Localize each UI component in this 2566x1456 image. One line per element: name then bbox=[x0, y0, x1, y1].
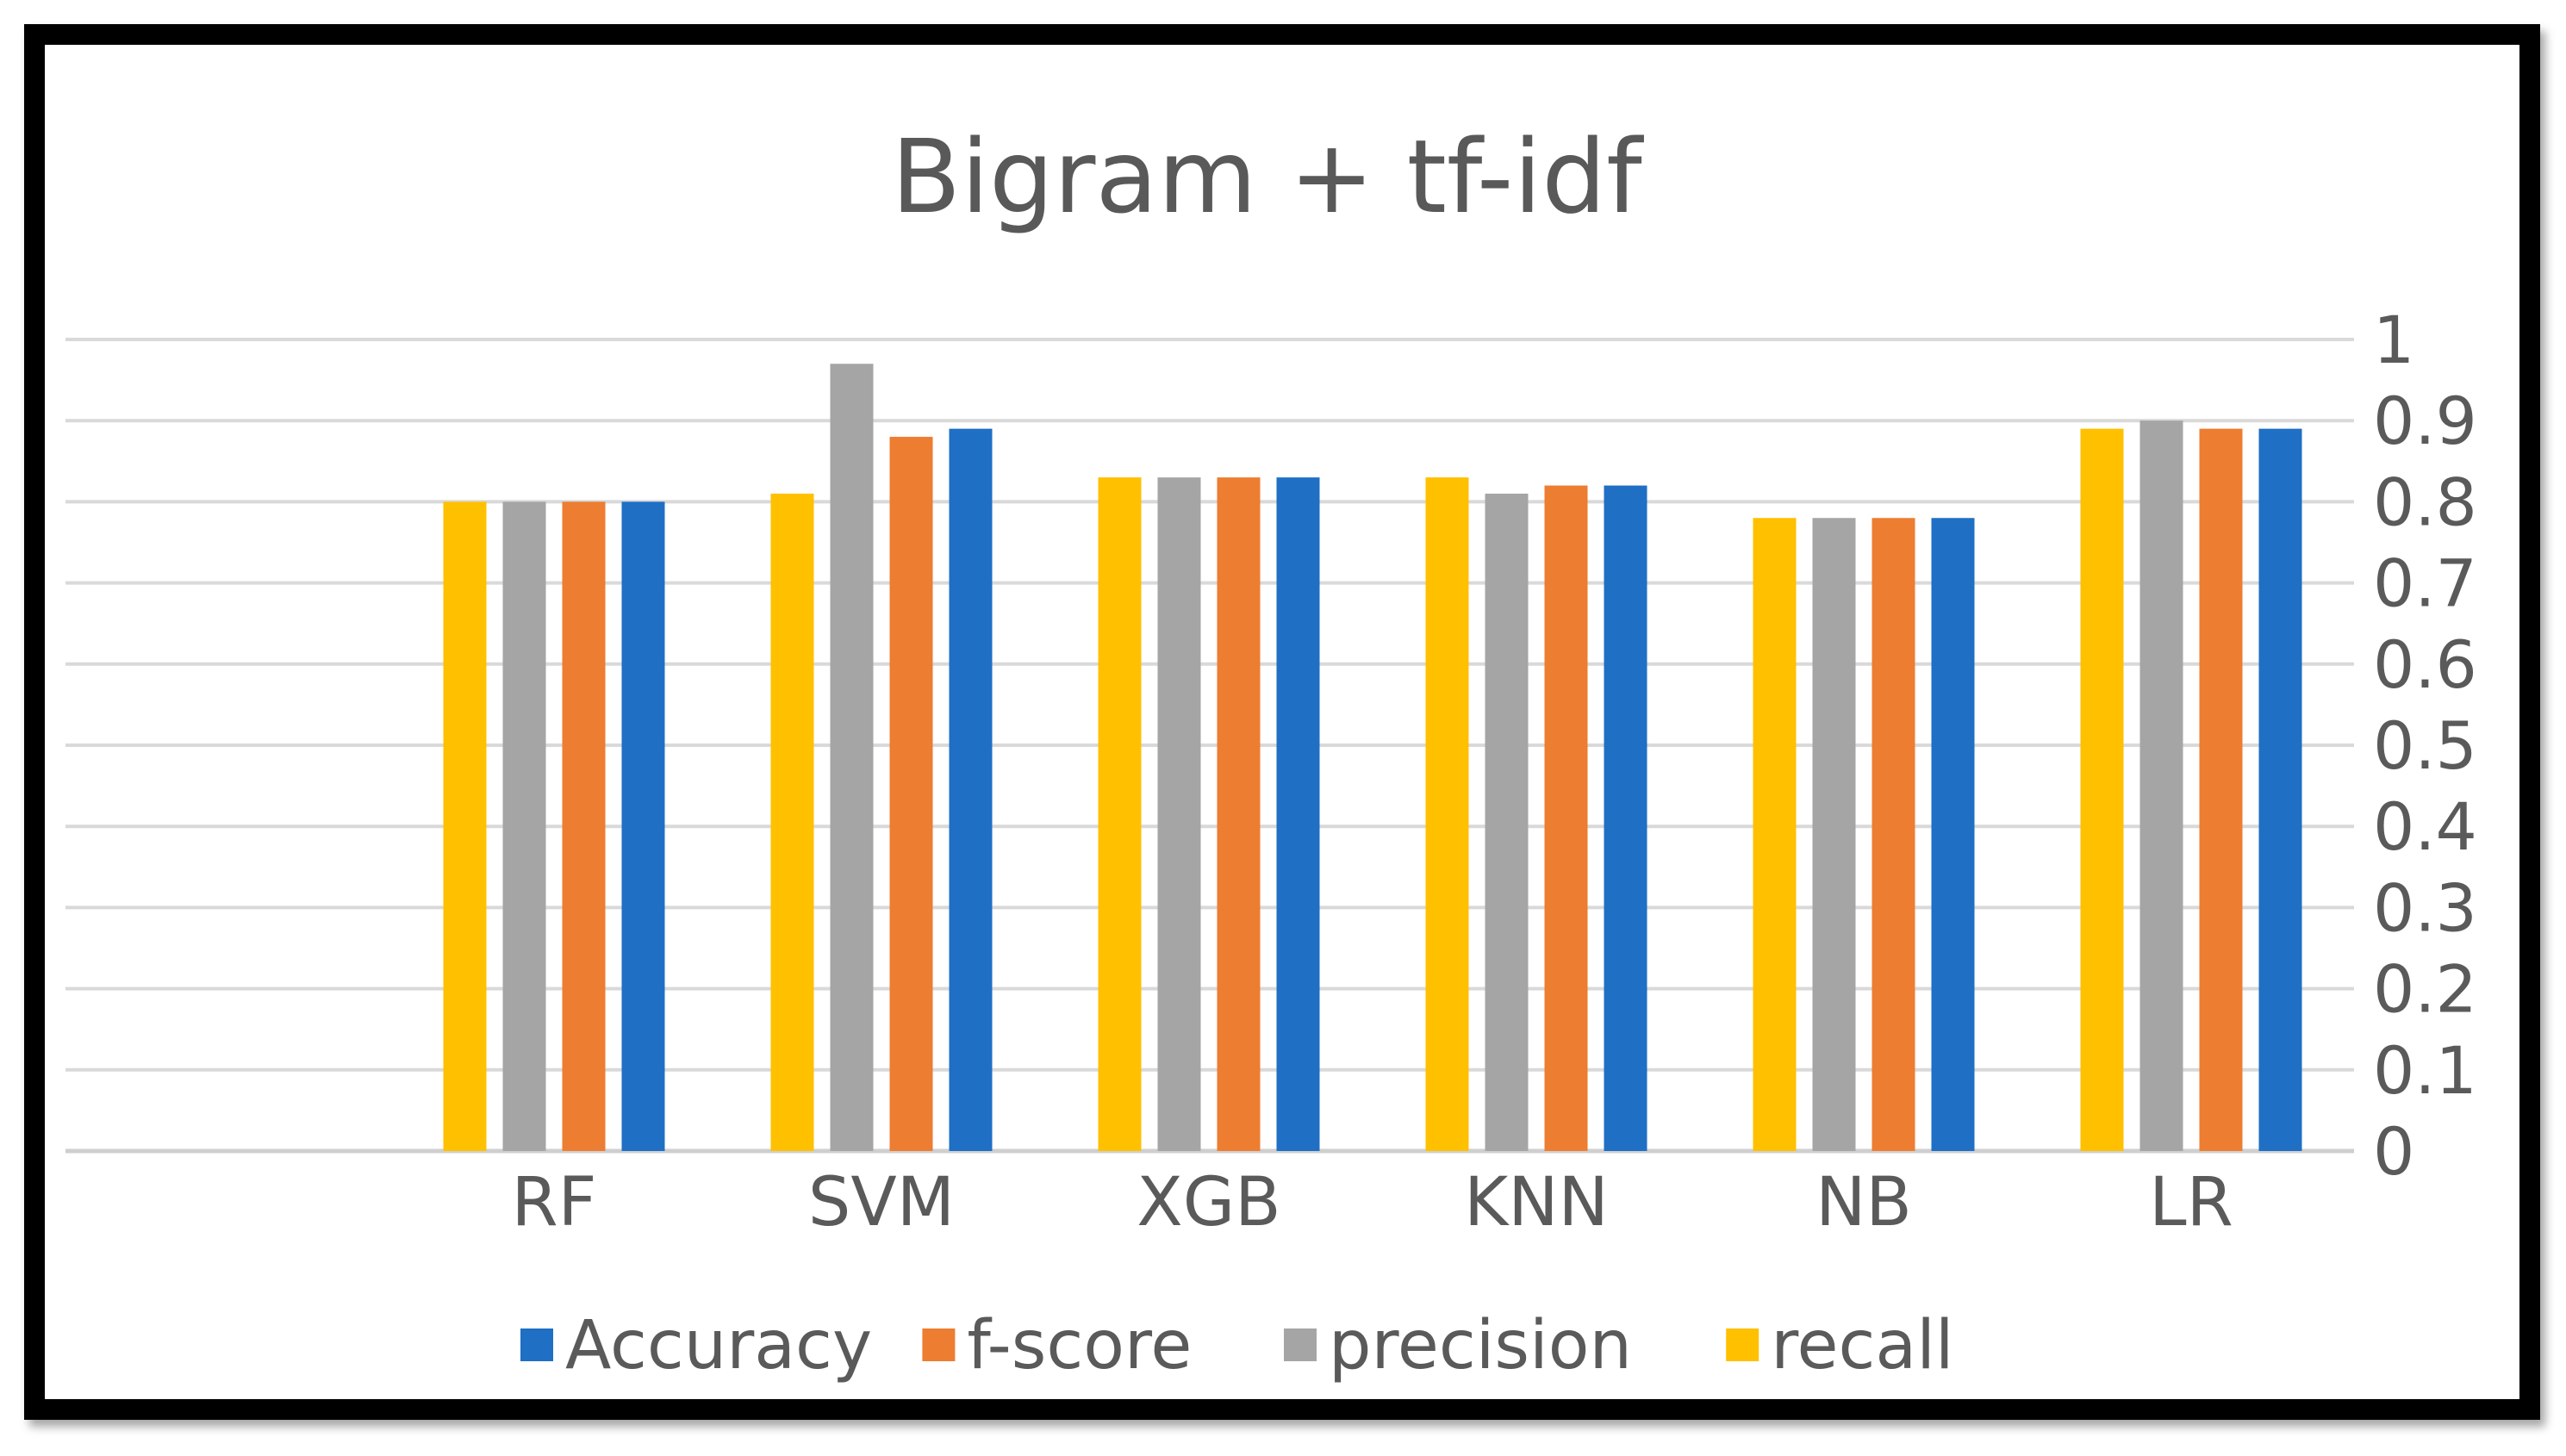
legend-item-precision: precision bbox=[1284, 1307, 1632, 1384]
legend-label: Accuracy bbox=[565, 1307, 872, 1384]
y-tick-label: 0.9 bbox=[2373, 383, 2477, 459]
bar-f-score-lr bbox=[2199, 428, 2243, 1151]
x-tick-label: RF bbox=[511, 1164, 596, 1241]
bar-precision-knn bbox=[1485, 493, 1529, 1151]
legend-item-f-score: f-score bbox=[922, 1307, 1192, 1384]
bar-recall-lr bbox=[2080, 428, 2124, 1151]
legend-swatch bbox=[520, 1328, 553, 1361]
bar-f-score-svm bbox=[889, 437, 933, 1151]
y-tick-label: 1 bbox=[2373, 302, 2414, 378]
legend-swatch bbox=[922, 1328, 956, 1361]
bar-f-score-rf bbox=[562, 501, 606, 1151]
x-tick-label: SVM bbox=[808, 1164, 955, 1241]
legend-label: recall bbox=[1771, 1307, 1953, 1384]
legend-item-recall: recall bbox=[1726, 1307, 1954, 1384]
x-tick-label: LR bbox=[2149, 1164, 2233, 1241]
bar-recall-svm bbox=[770, 493, 814, 1151]
bar-precision-xgb bbox=[1157, 477, 1201, 1151]
y-tick-label: 0.1 bbox=[2373, 1032, 2477, 1109]
legend-swatch bbox=[1284, 1328, 1317, 1361]
legend: Accuracy f-score precision recall bbox=[520, 1307, 1954, 1384]
y-tick-label: 0.2 bbox=[2373, 951, 2477, 1028]
x-tick-label: XGB bbox=[1137, 1164, 1280, 1241]
x-tick-label: KNN bbox=[1464, 1164, 1609, 1241]
bar-recall-nb bbox=[1753, 518, 1797, 1151]
bar-accuracy-svm bbox=[949, 428, 993, 1151]
y-tick-label: 0.8 bbox=[2373, 464, 2477, 540]
legend-label: f-score bbox=[967, 1307, 1192, 1384]
bar-f-score-nb bbox=[1872, 518, 1915, 1151]
legend-swatch bbox=[1726, 1328, 1759, 1361]
y-tick-label: 0.3 bbox=[2373, 869, 2477, 946]
bar-precision-nb bbox=[1812, 518, 1856, 1151]
y-tick-label: 0.5 bbox=[2373, 707, 2477, 784]
y-tick-label: 0.4 bbox=[2373, 788, 2477, 865]
bar-precision-rf bbox=[502, 501, 546, 1151]
bar-recall-rf bbox=[443, 501, 487, 1151]
gridlines bbox=[65, 338, 2354, 1154]
bar-accuracy-nb bbox=[1931, 518, 1975, 1151]
bar-accuracy-knn bbox=[1604, 485, 1647, 1151]
chart-title: Bigram + tf-idf bbox=[891, 117, 1644, 236]
legend-label: precision bbox=[1329, 1307, 1632, 1384]
x-tick-label: NB bbox=[1816, 1164, 1912, 1241]
bars bbox=[443, 364, 2302, 1151]
bar-recall-knn bbox=[1425, 477, 1469, 1151]
bar-f-score-xgb bbox=[1217, 477, 1261, 1151]
y-tick-label: 0.6 bbox=[2373, 626, 2477, 703]
bar-f-score-knn bbox=[1544, 485, 1588, 1151]
bar-accuracy-xgb bbox=[1276, 477, 1320, 1151]
bar-accuracy-rf bbox=[621, 501, 665, 1151]
bar-precision-svm bbox=[830, 364, 874, 1151]
y-tick-label: 0.7 bbox=[2373, 545, 2477, 622]
y-axis-ticks: 00.10.20.30.40.50.60.70.80.91 bbox=[2373, 302, 2477, 1190]
y-tick-label: 0 bbox=[2373, 1113, 2414, 1190]
x-axis-labels: RF SVM XGB KNN NB LR bbox=[511, 1164, 2233, 1241]
legend-item-accuracy: Accuracy bbox=[520, 1307, 872, 1384]
bar-accuracy-lr bbox=[2258, 428, 2302, 1151]
bar-precision-lr bbox=[2139, 420, 2183, 1151]
bar-recall-xgb bbox=[1098, 477, 1142, 1151]
